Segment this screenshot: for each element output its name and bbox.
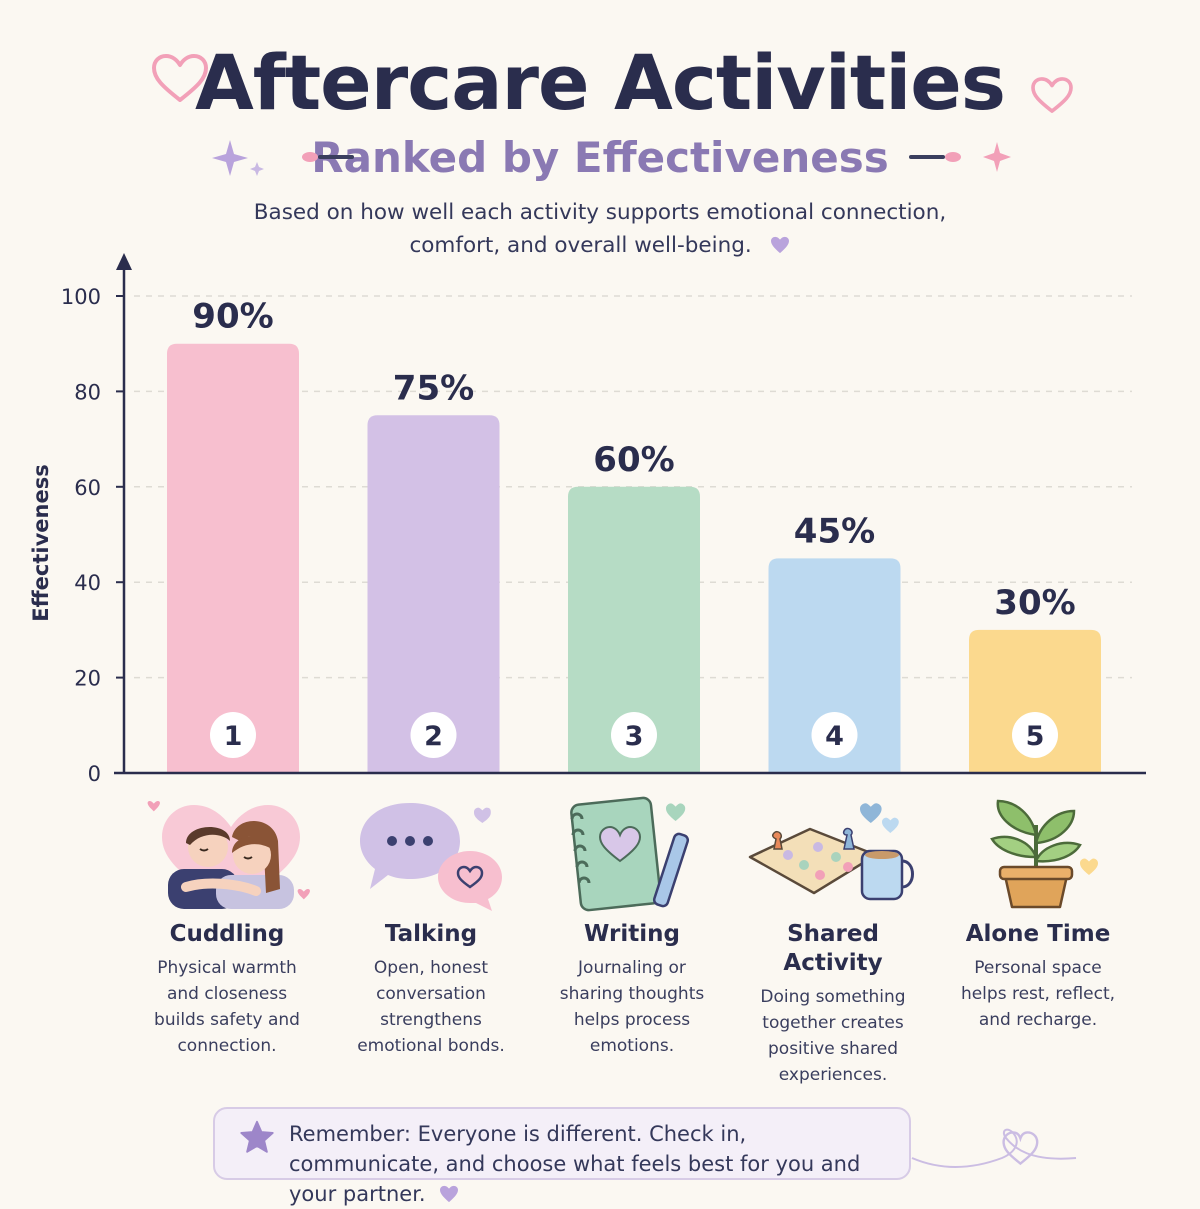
star-icon xyxy=(240,1120,274,1153)
rank-number: 4 xyxy=(825,721,844,752)
y-axis-ticks: 0 20 40 60 80 100 xyxy=(61,285,124,786)
activity-name: Shared Activity xyxy=(783,921,883,976)
activity-description: Journaling or sharing thoughts helps pro… xyxy=(559,958,705,1056)
y-tick-label: 80 xyxy=(74,380,101,404)
activity-description: Personal space helps rest, reflect, and … xyxy=(960,958,1116,1030)
bar-value-label: 45% xyxy=(794,511,875,551)
bar-writing xyxy=(568,486,700,773)
bar-chart: 0 20 40 60 80 100 Effectiveness 90% 1 75% 2 60% 3 4… xyxy=(29,253,1146,786)
bar-value-label: 30% xyxy=(994,583,1075,623)
chart-grid xyxy=(134,295,1132,679)
activity-label-shared-activity: Shared Activity Doing something together… xyxy=(733,920,933,1088)
rank-badge xyxy=(210,712,256,758)
sparkle-icon xyxy=(909,142,1011,172)
description-text: Based on how well each activity supports… xyxy=(253,200,947,258)
bar-shared-activity xyxy=(768,558,901,773)
potted-plant-icon xyxy=(950,795,1120,915)
outline-heart-icon xyxy=(1031,77,1073,113)
activity-description: Physical warmth and closeness builds saf… xyxy=(154,958,300,1056)
y-axis-arrow-icon xyxy=(116,253,132,270)
y-tick-label: 40 xyxy=(74,571,101,595)
bar-value-label: 60% xyxy=(593,440,674,480)
bar-value-label: 75% xyxy=(393,368,474,408)
sparkle-icon xyxy=(212,140,354,176)
page-title: Aftercare Activities xyxy=(194,38,1006,127)
activity-name: Writing xyxy=(584,921,680,947)
activity-name: Cuddling xyxy=(169,921,285,947)
activity-description: Open, honest conversation strengthens em… xyxy=(357,958,505,1056)
rank-badge xyxy=(811,712,858,758)
journal-pen-icon xyxy=(548,795,718,915)
rank-badge xyxy=(611,712,657,758)
chart-bars: 90% 1 75% 2 60% 3 45% 4 30% 5 xyxy=(167,297,1101,773)
y-axis-label: Effectiveness xyxy=(29,464,53,621)
rank-number: 5 xyxy=(1026,721,1045,752)
activity-name: Alone Time xyxy=(965,921,1111,947)
rank-badge xyxy=(1012,712,1058,758)
activity-label-cuddling: Cuddling Physical warmth and closeness b… xyxy=(127,920,327,1059)
reminder-box: Remember: Everyone is different. Check i… xyxy=(213,1107,911,1206)
board-game-mug-icon xyxy=(748,795,918,915)
bar-cuddling xyxy=(167,343,299,773)
outline-heart-icon xyxy=(152,54,208,102)
bar-alone-time xyxy=(969,629,1101,773)
rank-number: 2 xyxy=(424,721,443,752)
reminder-message: Remember: Everyone is different. Check i… xyxy=(289,1122,861,1206)
y-tick-label: 20 xyxy=(74,667,101,691)
activity-name: Talking xyxy=(384,921,478,947)
rank-number: 3 xyxy=(625,721,644,752)
cuddling-couple-icon xyxy=(146,795,316,915)
activity-label-writing: Writing Journaling or sharing thoughts h… xyxy=(532,920,732,1059)
y-tick-label: 100 xyxy=(61,285,101,309)
bar-talking xyxy=(367,415,500,773)
rank-number: 1 xyxy=(224,721,243,752)
page-description: Based on how well each activity supports… xyxy=(240,196,960,262)
reminder-text: Remember: Everyone is different. Check i… xyxy=(289,1119,899,1209)
y-tick-label: 60 xyxy=(74,476,101,500)
swirl-heart-icon xyxy=(911,1128,1077,1168)
activity-description: Doing something together creates positiv… xyxy=(760,987,906,1085)
bar-value-label: 90% xyxy=(192,297,273,337)
rank-badge xyxy=(410,712,457,758)
activity-label-alone-time: Alone Time Personal space helps rest, re… xyxy=(938,920,1138,1033)
speech-bubbles-icon xyxy=(348,795,518,915)
y-tick-label: 0 xyxy=(88,762,101,786)
heart-icon xyxy=(770,236,789,254)
heart-icon xyxy=(440,1185,459,1203)
activity-label-talking: Talking Open, honest conversation streng… xyxy=(331,920,531,1059)
page-subtitle: Ranked by Effectiveness xyxy=(311,133,889,182)
